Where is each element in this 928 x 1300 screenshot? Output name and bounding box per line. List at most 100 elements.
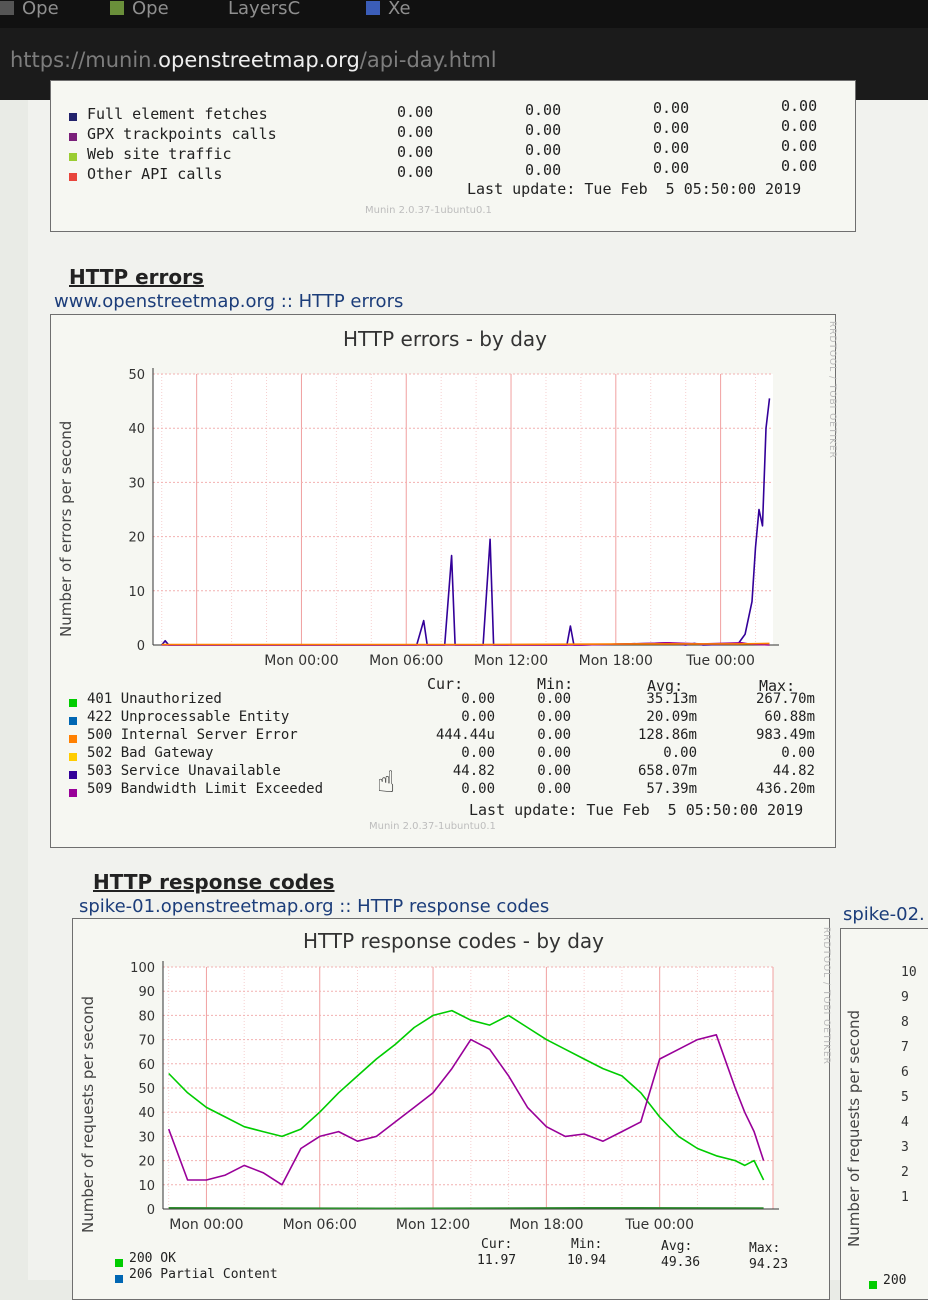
y-tick-label: 10 — [901, 965, 917, 980]
y-tick-label: 0 — [147, 1203, 155, 1218]
x-tick-label: Mon 18:00 — [579, 653, 653, 669]
legend-value: 0.00 — [781, 97, 818, 115]
legend-value-avg: 57.39m — [646, 781, 697, 797]
legend-value-avg: 0.00 — [663, 745, 697, 761]
http-errors-graph-panel[interactable]: HTTP errors - by day Number of errors pe… — [50, 314, 837, 848]
legend-value: 0.00 — [525, 161, 562, 179]
graph-link-spike-02[interactable]: spike-02. — [843, 904, 925, 925]
legend-swatch-200 — [869, 1281, 877, 1289]
y-tick-label: 50 — [138, 1082, 155, 1097]
legend-value: 0.00 — [397, 103, 434, 121]
legend-value: 0.00 — [397, 163, 434, 181]
tab-label: Ope — [22, 0, 59, 19]
legend-swatch-gpx — [69, 133, 77, 141]
x-tick-label: Mon 18:00 — [509, 1217, 583, 1233]
legend-label: GPX trackpoints calls — [87, 125, 277, 143]
legend-value-max: 44.82 — [772, 763, 815, 779]
legend-header-min: Min: — [571, 1237, 603, 1252]
y-tick-label: 6 — [901, 1065, 909, 1080]
series-line — [168, 1009, 765, 1181]
legend-value-min: 0.00 — [537, 709, 571, 725]
legend-value-max: 983.49m — [755, 727, 815, 743]
legend-value-max: 267.70m — [755, 691, 815, 707]
tab-4[interactable]: Xe — [366, 0, 411, 19]
legend-value-cur: 444.44u — [435, 727, 495, 743]
legend-value-avg: 128.86m — [637, 727, 697, 743]
y-tick-label: 80 — [138, 1009, 155, 1024]
tab-3[interactable]: LayersC — [228, 0, 301, 19]
legend-value: 0.00 — [525, 121, 562, 139]
legend-value-min: 0.00 — [537, 691, 571, 707]
x-tick-label: Mon 12:00 — [474, 653, 548, 669]
y-tick-label: 8 — [901, 1015, 909, 1030]
legend-value: 0.00 — [397, 143, 434, 161]
legend-label: 503 Service Unavailable — [87, 763, 281, 779]
url-path: /api-day.html — [359, 48, 497, 72]
series-line — [168, 1206, 764, 1210]
legend-value-max: 60.88m — [764, 709, 815, 725]
legend-value: 0.00 — [653, 99, 690, 117]
y-tick-label: 4 — [901, 1115, 909, 1130]
x-tick-label: Tue 00:00 — [624, 1217, 694, 1233]
tab-label: Xe — [388, 0, 411, 19]
tab-favicon-icon — [110, 1, 124, 15]
y-tick-label: 1 — [901, 1190, 909, 1205]
y-tick-label: 20 — [138, 1155, 155, 1170]
y-tick-label: 0 — [137, 639, 145, 654]
legend-swatch — [69, 771, 77, 779]
address-bar[interactable]: https://munin.openstreetmap.org/api-day.… — [10, 48, 497, 72]
tab-2[interactable]: Ope — [110, 0, 169, 19]
legend-value-max: 436.20m — [755, 781, 815, 797]
legend-header-avg: Avg: — [661, 1239, 693, 1254]
legend-header-max: Max: — [749, 1241, 781, 1256]
graph-link-spike-01[interactable]: spike-01.openstreetmap.org :: HTTP respo… — [79, 896, 550, 917]
y-tick-label: 3 — [901, 1140, 909, 1155]
last-update-text: Last update: Tue Feb 5 05:50:00 2019 — [469, 801, 804, 819]
x-tick-label: Tue 00:00 — [685, 653, 755, 669]
legend-label: Other API calls — [87, 165, 223, 183]
spike-02-graph-panel[interactable]: Number of requests per second 10 9 8 7 6 5 4 3 2… — [840, 928, 928, 1300]
legend-label: Full element fetches — [87, 105, 268, 123]
legend-value-cur: 44.82 — [452, 763, 495, 779]
legend-value: 0.00 — [653, 139, 690, 157]
legend-header-cur: Cur: — [427, 675, 464, 693]
x-tick-label: Mon 06:00 — [283, 1217, 357, 1233]
legend-label: Web site traffic — [87, 145, 232, 163]
y-tick-label: 10 — [138, 1179, 155, 1194]
legend-swatch-full-element — [69, 113, 77, 121]
section-heading-http-response-codes[interactable]: HTTP response codes — [93, 870, 335, 894]
tab-1[interactable]: Ope — [0, 0, 59, 19]
legend-value-cur: 0.00 — [461, 691, 495, 707]
legend-swatch — [69, 717, 77, 725]
section-heading-http-errors[interactable]: HTTP errors — [69, 265, 204, 289]
y-tick-label: 70 — [138, 1034, 155, 1049]
legend-value: 0.00 — [525, 141, 562, 159]
graph-link-http-errors[interactable]: www.openstreetmap.org :: HTTP errors — [54, 291, 404, 312]
plot-area — [153, 374, 773, 645]
legend-value-cur: 0.00 — [461, 745, 495, 761]
http-response-codes-graph-panel[interactable]: HTTP response codes - by day Number of r… — [72, 918, 831, 1300]
hand-cursor-icon: ☝ — [377, 765, 396, 800]
legend-value-max: 0.00 — [781, 745, 815, 761]
y-tick-label: 5 — [901, 1090, 909, 1105]
tab-label: LayersC — [228, 0, 301, 19]
y-tick-label: 9 — [901, 990, 909, 1005]
legend-swatch-other — [69, 173, 77, 181]
legend-swatch-web — [69, 153, 77, 161]
legend-swatch — [69, 789, 77, 797]
y-tick-label: 100 — [130, 961, 155, 976]
x-tick-label: Mon 06:00 — [369, 653, 443, 669]
last-update-text: Last update: Tue Feb 5 05:50:00 2019 — [467, 180, 802, 198]
rrdtool-label: RRDTOOL / TOBI OETIKER — [821, 927, 831, 1065]
tab-label: Ope — [132, 0, 169, 19]
y-tick-label: 20 — [128, 531, 145, 546]
legend-label: 500 Internal Server Error — [87, 727, 298, 743]
legend-value-avg: 658.07m — [637, 763, 697, 779]
y-tick-label: 40 — [128, 422, 145, 437]
legend-value-min: 0.00 — [537, 763, 571, 779]
api-calls-graph-panel: Full element fetches 0.00 0.00 0.00 0.00… — [50, 80, 856, 232]
legend-label: 206 Partial Content — [129, 1267, 278, 1282]
legend-value: 0.00 — [781, 157, 818, 175]
munin-version: Munin 2.0.37-1ubuntu0.1 — [365, 205, 492, 216]
legend-value: 0.00 — [525, 101, 562, 119]
